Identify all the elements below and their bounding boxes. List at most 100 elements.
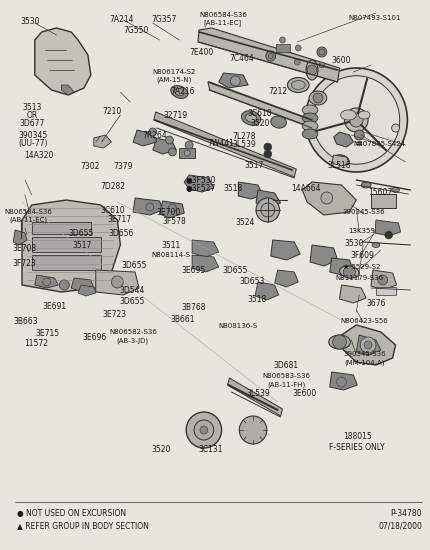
Ellipse shape xyxy=(287,78,309,92)
Circle shape xyxy=(264,143,272,151)
FancyBboxPatch shape xyxy=(376,287,396,295)
Polygon shape xyxy=(184,175,214,192)
Text: 3530: 3530 xyxy=(21,18,40,26)
Circle shape xyxy=(378,275,388,285)
Polygon shape xyxy=(275,270,298,287)
Text: 3B661: 3B661 xyxy=(170,315,195,323)
Circle shape xyxy=(350,113,363,127)
Text: 3E700: 3E700 xyxy=(157,208,181,217)
Circle shape xyxy=(305,68,407,172)
Polygon shape xyxy=(310,245,338,266)
Polygon shape xyxy=(334,132,353,147)
Polygon shape xyxy=(35,275,58,288)
Circle shape xyxy=(239,416,267,444)
Text: 3676: 3676 xyxy=(366,299,386,308)
FancyBboxPatch shape xyxy=(32,222,91,234)
Circle shape xyxy=(166,136,173,144)
Text: (UU-77): (UU-77) xyxy=(18,139,47,148)
Circle shape xyxy=(261,203,275,217)
Text: N808114-S: N808114-S xyxy=(152,252,191,257)
Text: 3530: 3530 xyxy=(344,239,364,248)
Circle shape xyxy=(360,337,376,353)
Ellipse shape xyxy=(241,111,261,125)
Polygon shape xyxy=(133,198,163,215)
Circle shape xyxy=(43,278,51,286)
Text: 7R264: 7R264 xyxy=(142,131,167,140)
Ellipse shape xyxy=(334,155,349,165)
Circle shape xyxy=(313,76,400,164)
Circle shape xyxy=(266,51,276,61)
Text: OR: OR xyxy=(26,111,37,120)
Text: F-SERIES ONLY: F-SERIES ONLY xyxy=(329,443,385,452)
Polygon shape xyxy=(94,135,111,148)
Circle shape xyxy=(333,335,347,349)
Text: 7G550: 7G550 xyxy=(123,26,149,35)
Ellipse shape xyxy=(361,182,371,188)
Ellipse shape xyxy=(171,86,188,98)
Polygon shape xyxy=(341,325,396,365)
Text: N808136-S: N808136-S xyxy=(218,323,257,328)
Circle shape xyxy=(268,53,273,58)
Text: ● NOT USED ON EXCURSION: ● NOT USED ON EXCURSION xyxy=(17,509,126,518)
Polygon shape xyxy=(96,270,139,295)
Circle shape xyxy=(344,108,368,132)
Text: 07/18/2000: 07/18/2000 xyxy=(378,521,422,530)
Text: 7A214: 7A214 xyxy=(109,15,134,24)
Text: N807493-S101: N807493-S101 xyxy=(349,15,401,20)
Ellipse shape xyxy=(302,105,318,115)
Text: 3D653: 3D653 xyxy=(239,277,264,285)
Polygon shape xyxy=(356,335,381,355)
Text: 3E691: 3E691 xyxy=(43,302,67,311)
Text: 3518: 3518 xyxy=(247,295,266,304)
Polygon shape xyxy=(154,112,296,177)
Text: 7L278: 7L278 xyxy=(232,132,256,141)
Circle shape xyxy=(364,341,372,349)
Text: 3E600: 3E600 xyxy=(292,389,316,398)
Circle shape xyxy=(319,62,325,68)
Text: 3C131: 3C131 xyxy=(198,445,222,454)
Circle shape xyxy=(230,76,240,86)
FancyBboxPatch shape xyxy=(32,255,101,270)
Text: 3E696: 3E696 xyxy=(83,333,107,342)
Text: P-34780: P-34780 xyxy=(390,509,422,518)
Text: 3D655: 3D655 xyxy=(119,297,144,306)
Circle shape xyxy=(317,47,327,57)
Text: (AB-3-JD): (AB-3-JD) xyxy=(117,337,149,344)
FancyBboxPatch shape xyxy=(371,194,396,208)
Text: 3517: 3517 xyxy=(244,161,264,169)
Polygon shape xyxy=(35,28,91,95)
Polygon shape xyxy=(255,282,279,300)
Text: 7210: 7210 xyxy=(102,107,122,116)
Circle shape xyxy=(169,204,176,212)
Circle shape xyxy=(319,49,325,55)
Polygon shape xyxy=(133,130,157,146)
Text: 3D677: 3D677 xyxy=(19,119,44,128)
Circle shape xyxy=(392,124,399,132)
Text: ▲ REFER GROUP IN BODY SECTION: ▲ REFER GROUP IN BODY SECTION xyxy=(17,521,149,530)
Polygon shape xyxy=(227,378,283,416)
Text: 3F609: 3F609 xyxy=(350,251,374,260)
Text: N806423-S56: N806423-S56 xyxy=(341,318,388,324)
Text: (AB-11-FH): (AB-11-FH) xyxy=(267,381,305,388)
Ellipse shape xyxy=(245,114,257,122)
Text: ●3F530: ●3F530 xyxy=(186,176,216,185)
Circle shape xyxy=(186,412,221,448)
Polygon shape xyxy=(22,200,120,292)
Text: N806583-S36: N806583-S36 xyxy=(262,373,310,379)
Text: 3C610: 3C610 xyxy=(101,206,125,214)
Circle shape xyxy=(307,65,317,75)
Circle shape xyxy=(321,192,333,204)
Text: 13K359: 13K359 xyxy=(348,228,375,234)
Text: 7302: 7302 xyxy=(80,162,99,170)
Circle shape xyxy=(185,141,193,149)
Polygon shape xyxy=(256,190,280,207)
Text: [AB-11-EC]: [AB-11-EC] xyxy=(204,20,242,26)
Ellipse shape xyxy=(175,89,184,96)
Text: 390345: 390345 xyxy=(18,131,47,140)
Ellipse shape xyxy=(392,188,399,192)
Text: 14A320: 14A320 xyxy=(24,151,54,160)
Text: 3D656: 3D656 xyxy=(109,229,134,238)
Text: N806584-S36: N806584-S36 xyxy=(4,210,52,215)
Text: 3L518: 3L518 xyxy=(327,161,351,169)
Text: 3L539: 3L539 xyxy=(246,389,270,398)
